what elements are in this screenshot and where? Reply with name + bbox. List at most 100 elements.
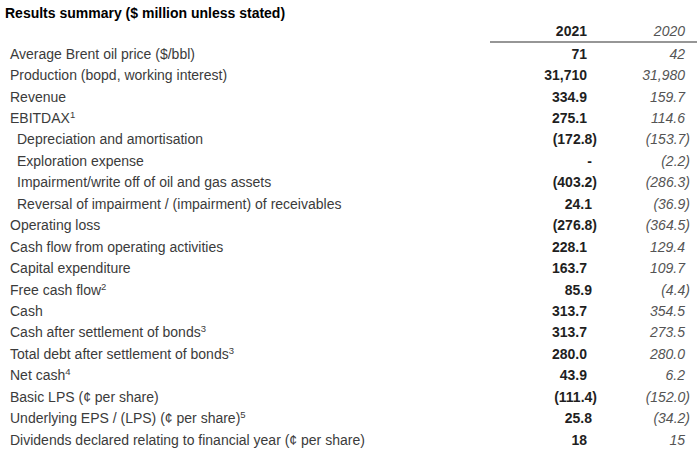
table-row: Cash flow from operating activities 228.… bbox=[0, 236, 700, 257]
table-row: Underlying EPS / (LPS) (¢ per share)5 25… bbox=[0, 407, 700, 428]
value-2021: 228.1 bbox=[490, 239, 599, 255]
value-2021: - bbox=[495, 153, 604, 169]
table-row: Revenue 334.9 159.7 bbox=[0, 86, 700, 107]
row-label: Cash bbox=[0, 303, 490, 319]
row-label-text: Operating loss bbox=[10, 217, 100, 233]
table-row: Average Brent oil price ($/bbl) 71 42 bbox=[0, 43, 700, 64]
value-2020: (36.9) bbox=[604, 196, 697, 212]
table-header-row: 2021 2020 bbox=[0, 23, 700, 43]
row-label: Depreciation and amortisation bbox=[0, 131, 500, 147]
results-table: 2021 2020 Average Brent oil price ($/bbl… bbox=[0, 23, 700, 450]
value-2020: 129.4 bbox=[599, 239, 697, 255]
value-2021: (111.4) bbox=[500, 389, 604, 405]
value-2020: (2.2) bbox=[604, 153, 697, 169]
table-row: Production (bopd, working interest) 31,7… bbox=[0, 64, 700, 85]
row-label-text: Total debt after settlement of bonds bbox=[10, 346, 229, 362]
value-2021: (403.2) bbox=[500, 174, 604, 190]
table-row: Depreciation and amortisation (172.8) (1… bbox=[0, 129, 700, 150]
row-label: Dividends declared relating to financial… bbox=[0, 432, 490, 448]
value-2020: 42 bbox=[599, 46, 697, 62]
value-2021: 25.8 bbox=[495, 410, 604, 426]
table-row: Basic LPS (¢ per share) (111.4) (152.0) bbox=[0, 386, 700, 407]
value-2020: (152.0) bbox=[604, 389, 697, 405]
value-2021: 334.9 bbox=[490, 89, 599, 105]
row-label: Exploration expense bbox=[0, 153, 495, 169]
row-label-text: Free cash flow bbox=[10, 282, 101, 298]
row-label-text: Net cash bbox=[10, 367, 65, 383]
footnote-marker: 4 bbox=[65, 367, 70, 377]
value-2020: 31,980 bbox=[599, 67, 697, 83]
row-label: Net cash4 bbox=[0, 367, 490, 383]
footnote-marker: 3 bbox=[201, 324, 206, 334]
footnote-marker: 2 bbox=[101, 282, 106, 292]
value-2021: 85.9 bbox=[495, 282, 604, 298]
table-row: Operating loss (276.8) (364.5) bbox=[0, 215, 700, 236]
value-2020: 109.7 bbox=[599, 260, 697, 276]
value-2021: 313.7 bbox=[490, 303, 599, 319]
row-label-text: Cash bbox=[10, 303, 43, 319]
table-row: Capital expenditure 163.7 109.7 bbox=[0, 257, 700, 278]
table-row: Dividends declared relating to financial… bbox=[0, 429, 700, 450]
row-label-text: Underlying EPS / (LPS) (¢ per share) bbox=[10, 410, 240, 426]
footnote-marker: 1 bbox=[70, 110, 75, 120]
value-2021: (172.8) bbox=[500, 131, 604, 147]
row-label-text: Average Brent oil price ($/bbl) bbox=[10, 46, 195, 62]
page-title: Results summary ($ million unless stated… bbox=[5, 5, 700, 21]
row-label: Average Brent oil price ($/bbl) bbox=[0, 46, 490, 62]
row-label: Underlying EPS / (LPS) (¢ per share)5 bbox=[0, 410, 495, 426]
row-label: Total debt after settlement of bonds3 bbox=[0, 346, 490, 362]
value-2020: 6.2 bbox=[599, 367, 697, 383]
row-label-text: Revenue bbox=[10, 89, 66, 105]
table-row: Reversal of impairment / (impairment) of… bbox=[0, 193, 700, 214]
row-label-text: Reversal of impairment / (impairment) of… bbox=[17, 196, 341, 212]
row-label-text: Production (bopd, working interest) bbox=[10, 67, 227, 83]
value-2020: (364.5) bbox=[604, 217, 697, 233]
row-label: Cash after settlement of bonds3 bbox=[0, 324, 490, 340]
value-2021: 18 bbox=[490, 432, 599, 448]
value-2021: 24.1 bbox=[495, 196, 604, 212]
row-label: EBITDAX1 bbox=[0, 110, 490, 126]
value-2020: 114.6 bbox=[599, 110, 697, 126]
column-header-2021: 2021 bbox=[490, 23, 599, 43]
value-2020: 15 bbox=[599, 432, 697, 448]
value-2021: (276.8) bbox=[500, 217, 604, 233]
value-2020: (34.2) bbox=[604, 410, 697, 426]
value-2021: 163.7 bbox=[490, 260, 599, 276]
value-2021: 280.0 bbox=[490, 346, 599, 362]
value-2021: 71 bbox=[490, 46, 599, 62]
column-header-2020: 2020 bbox=[599, 23, 697, 43]
table-row: EBITDAX1 275.1 114.6 bbox=[0, 107, 700, 128]
row-label: Basic LPS (¢ per share) bbox=[0, 389, 500, 405]
row-label-text: Basic LPS (¢ per share) bbox=[10, 389, 159, 405]
row-label: Operating loss bbox=[0, 217, 500, 233]
row-label-text: Capital expenditure bbox=[10, 260, 131, 276]
value-2020: (4.4) bbox=[604, 282, 697, 298]
value-2021: 43.9 bbox=[490, 367, 599, 383]
row-label: Capital expenditure bbox=[0, 260, 490, 276]
row-label-text: EBITDAX bbox=[10, 110, 70, 126]
value-2021: 275.1 bbox=[490, 110, 599, 126]
footnote-marker: 3 bbox=[229, 346, 234, 356]
row-label-text: Cash flow from operating activities bbox=[10, 239, 223, 255]
value-2021: 31,710 bbox=[490, 67, 599, 83]
row-label: Revenue bbox=[0, 89, 490, 105]
row-label: Free cash flow2 bbox=[0, 282, 495, 298]
table-row: Impairment/write off of oil and gas asse… bbox=[0, 172, 700, 193]
row-label: Reversal of impairment / (impairment) of… bbox=[0, 196, 495, 212]
table-row: Net cash4 43.9 6.2 bbox=[0, 365, 700, 386]
table-row: Free cash flow2 85.9 (4.4) bbox=[0, 279, 700, 300]
row-label: Production (bopd, working interest) bbox=[0, 67, 490, 83]
value-2020: 273.5 bbox=[599, 324, 697, 340]
table-row: Total debt after settlement of bonds3 28… bbox=[0, 343, 700, 364]
row-label-text: Dividends declared relating to financial… bbox=[10, 432, 365, 448]
value-2020: (153.7) bbox=[604, 131, 697, 147]
row-label-text: Depreciation and amortisation bbox=[17, 131, 203, 147]
row-label-text: Impairment/write off of oil and gas asse… bbox=[17, 174, 271, 190]
value-2021: 313.7 bbox=[490, 324, 599, 340]
row-label-text: Exploration expense bbox=[17, 153, 144, 169]
value-2020: 159.7 bbox=[599, 89, 697, 105]
table-row: Cash 313.7 354.5 bbox=[0, 300, 700, 321]
table-row: Cash after settlement of bonds3 313.7 27… bbox=[0, 322, 700, 343]
value-2020: 280.0 bbox=[599, 346, 697, 362]
value-2020: (286.3) bbox=[604, 174, 697, 190]
